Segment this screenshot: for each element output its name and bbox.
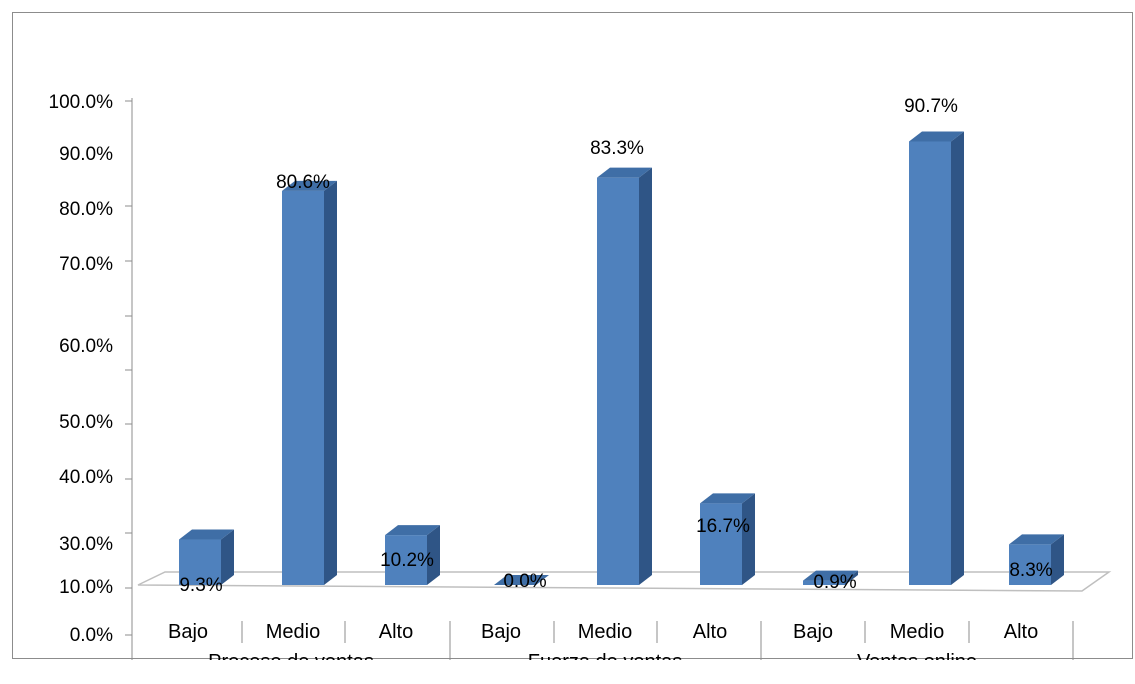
category-axis: Bajo Medio Alto Bajo Medio Alto Bajo Medio Alto P… <box>131 621 1074 660</box>
bar-front <box>385 535 427 585</box>
bar-top <box>179 529 234 540</box>
bar-side <box>742 493 755 585</box>
y-tick-label: 50.0% <box>59 412 113 433</box>
chart-frame: 0.0% 10.0% 30.0% 40.0% 50.0% 60.0% 70.0% 80.0% 9… <box>12 12 1133 660</box>
bar-side <box>1051 534 1064 585</box>
bar-front <box>597 177 639 585</box>
bar-front <box>700 503 742 585</box>
bar-chart: 0.0% 10.0% 30.0% 40.0% 50.0% 60.0% 70.0% 80.0% 9… <box>49 92 1112 660</box>
category-label: Bajo <box>481 621 521 643</box>
bar-top <box>385 525 440 536</box>
bar-side <box>221 529 234 585</box>
bar-top <box>700 493 755 504</box>
category-label: Medio <box>578 621 632 643</box>
bar <box>597 167 652 585</box>
data-label: 83.3% <box>590 138 644 159</box>
bar-top <box>1009 534 1064 545</box>
category-label: Alto <box>693 621 727 643</box>
category-label: Medio <box>266 621 320 643</box>
bar <box>803 570 858 585</box>
bar-side <box>639 167 652 585</box>
bar-top <box>494 575 549 585</box>
data-label: 0.0% <box>503 571 546 592</box>
bar <box>282 180 337 585</box>
floor-plane <box>137 571 1112 592</box>
bar-top <box>597 167 652 178</box>
y-tick-label: 80.0% <box>59 199 113 220</box>
bar-front <box>1009 544 1051 585</box>
bar-side <box>845 570 858 585</box>
bar <box>909 131 964 586</box>
bar <box>700 493 755 585</box>
group-label: Fuerza de ventas <box>528 651 683 660</box>
bar-side <box>951 131 964 585</box>
category-label: Bajo <box>168 621 208 643</box>
y-tick-label: 10.0% <box>59 577 113 598</box>
y-tick-label: 90.0% <box>59 144 113 165</box>
data-label: 80.6% <box>276 172 330 193</box>
data-label: 0.9% <box>813 572 856 593</box>
group-label: Proceso de ventas <box>208 651 374 660</box>
bar-top <box>282 180 337 191</box>
bar <box>1009 534 1064 585</box>
bar-top <box>803 570 858 581</box>
bar <box>385 525 440 585</box>
bar-front <box>179 539 221 585</box>
data-label: 90.7% <box>904 96 958 117</box>
bar <box>494 575 549 585</box>
bar-side <box>427 525 440 585</box>
data-label: 9.3% <box>179 575 222 596</box>
category-label: Alto <box>1004 621 1038 643</box>
y-tick-label: 40.0% <box>59 467 113 488</box>
bar-top <box>909 131 964 142</box>
bar-front <box>909 141 951 586</box>
category-label: Medio <box>890 621 944 643</box>
data-label: 8.3% <box>1009 560 1052 581</box>
value-axis: 0.0% 10.0% 30.0% 40.0% 50.0% 60.0% 70.0% 80.0% 9… <box>49 92 133 653</box>
y-tick-label: 60.0% <box>59 336 113 357</box>
category-label: Bajo <box>793 621 833 643</box>
y-tick-label: 30.0% <box>59 534 113 555</box>
data-label: 10.2% <box>380 550 434 571</box>
data-labels: 9.3% 80.6% 10.2% 0.0% 83.3% 16.7% 0.9% 90.7% 8.3… <box>179 96 1052 596</box>
y-tick-label: 100.0% <box>49 92 114 113</box>
group-label: Ventas online <box>857 651 977 660</box>
y-tick-label: 70.0% <box>59 254 113 275</box>
chart-floor <box>137 571 1112 592</box>
bar <box>179 529 234 585</box>
bar-front <box>803 580 845 585</box>
bars <box>179 131 1064 586</box>
bar-front <box>282 190 324 585</box>
data-label: 16.7% <box>696 516 750 537</box>
bar-side <box>324 180 337 585</box>
y-tick-label: 0.0% <box>70 625 113 646</box>
category-label: Alto <box>379 621 413 643</box>
